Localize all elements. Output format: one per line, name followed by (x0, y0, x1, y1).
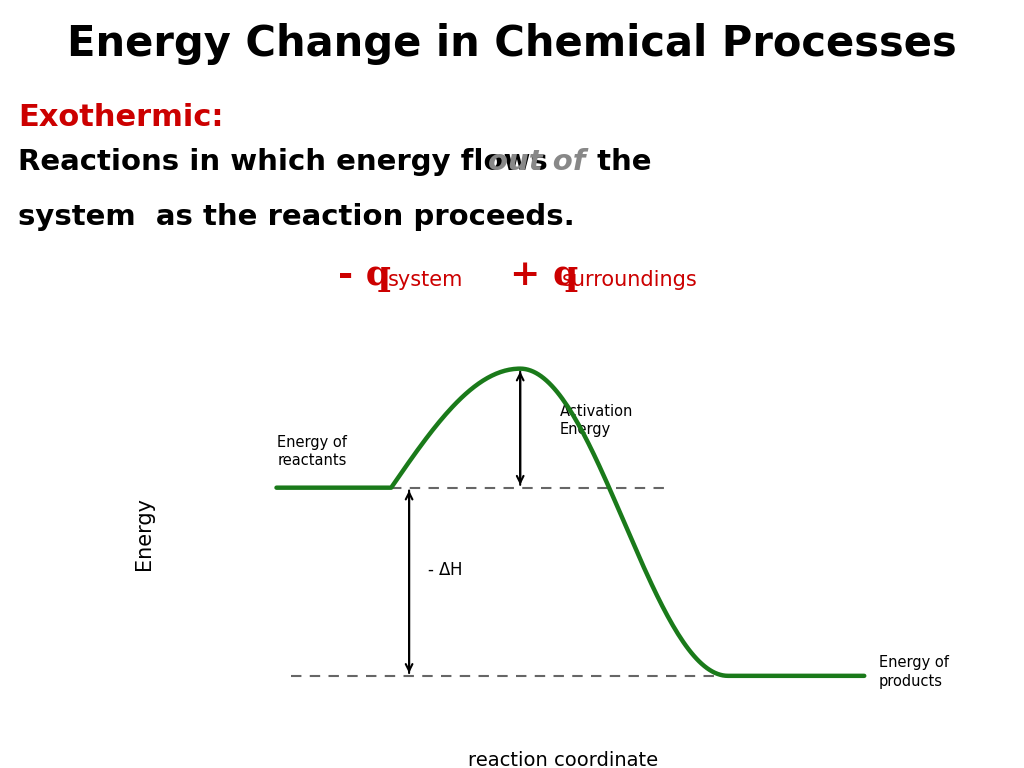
Text: system: system (388, 270, 464, 290)
Text: the: the (587, 148, 651, 176)
Text: Activation
Energy: Activation Energy (559, 404, 633, 437)
Text: Energy Change in Chemical Processes: Energy Change in Chemical Processes (68, 23, 956, 65)
Text: Reactions in which energy flows: Reactions in which energy flows (18, 148, 558, 176)
Text: - q: - q (338, 258, 391, 292)
Text: system  as the reaction proceeds.: system as the reaction proceeds. (18, 203, 574, 231)
Text: reaction coordinate: reaction coordinate (468, 751, 658, 768)
Text: surroundings: surroundings (562, 270, 697, 290)
Text: Energy: Energy (134, 497, 154, 571)
Text: + q: + q (510, 258, 579, 292)
Text: - $\Delta$H: - $\Delta$H (427, 561, 463, 579)
Text: out of: out of (488, 148, 586, 176)
Text: Energy of
reactants: Energy of reactants (278, 435, 347, 468)
Text: Energy of
products: Energy of products (879, 655, 948, 689)
Text: Exothermic:: Exothermic: (18, 103, 223, 132)
